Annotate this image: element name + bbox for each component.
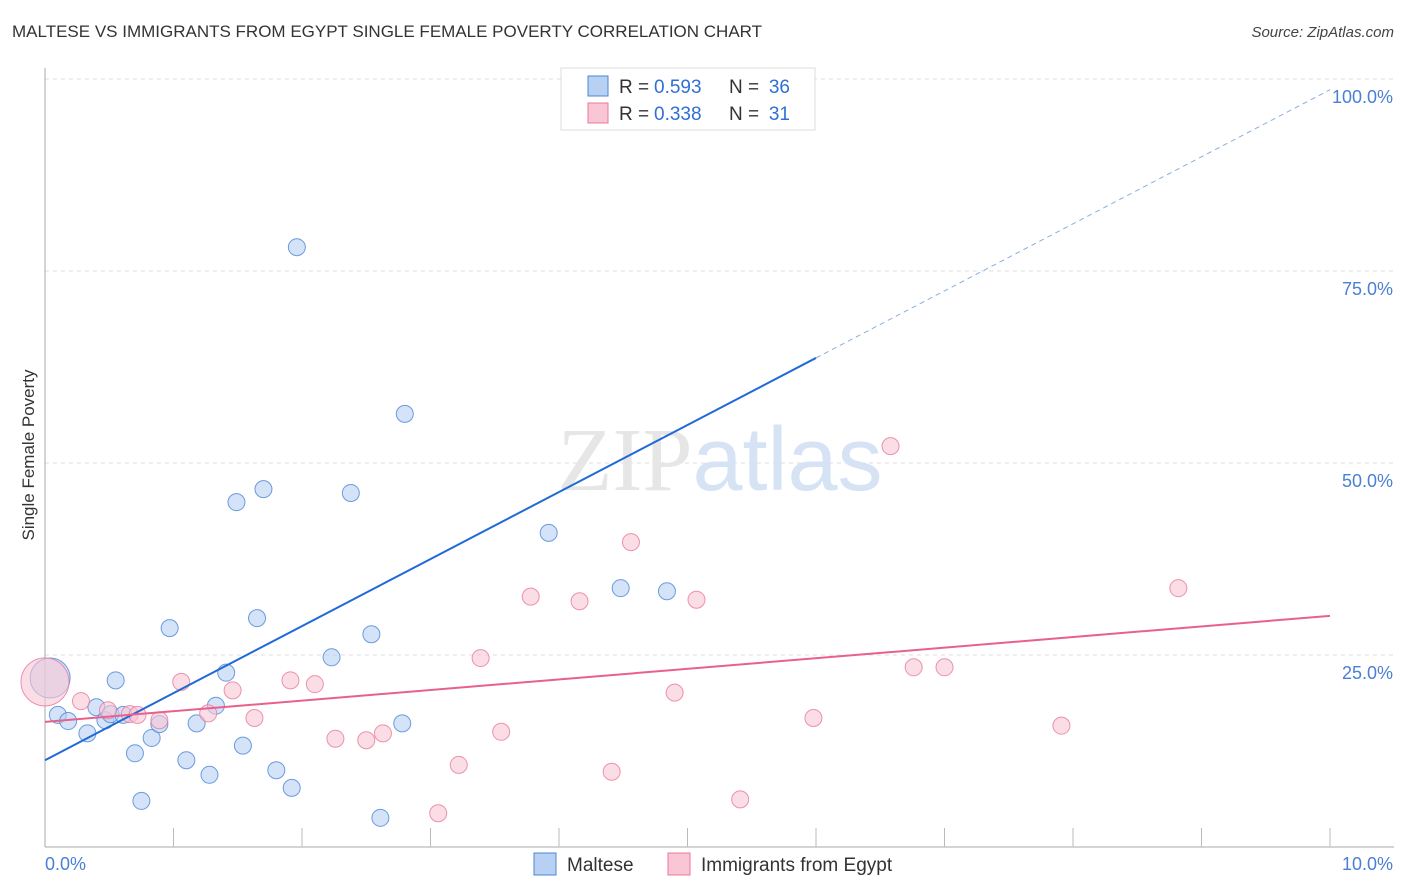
egypt-point (98, 701, 117, 720)
egypt-point (150, 711, 169, 730)
y-tick-label: 75.0% (1342, 279, 1393, 299)
maltese-point (282, 778, 301, 797)
egypt-point (881, 437, 900, 456)
egypt-point (602, 762, 621, 781)
egypt-point (570, 592, 589, 611)
maltese-point (287, 238, 306, 257)
legend-n-value: 31 (769, 104, 790, 125)
egypt-point (71, 692, 90, 711)
maltese-trend-extension (815, 89, 1331, 359)
watermark: ZIPatlas (557, 410, 882, 510)
y-tick-label: 100.0% (1332, 87, 1393, 107)
maltese-point (322, 648, 341, 667)
maltese-point (539, 523, 558, 542)
maltese-point (254, 480, 273, 499)
legend-n-label: N = (729, 104, 759, 125)
bottom-legend-swatch (667, 852, 691, 876)
egypt-point (492, 722, 511, 741)
legend-swatch (587, 75, 609, 97)
egypt-point (471, 649, 490, 668)
bottom-legend-label: Maltese (567, 855, 634, 876)
maltese-point (248, 609, 267, 628)
y-tick-label: 50.0% (1342, 471, 1393, 491)
egypt-point (904, 658, 923, 677)
legend-n-value: 36 (769, 77, 790, 98)
maltese-point (362, 625, 381, 644)
maltese-point (160, 619, 179, 638)
egypt-point (20, 657, 70, 707)
bottom-legend-label: Immigrants from Egypt (701, 855, 893, 876)
egypt-point (731, 790, 750, 809)
legend-swatch (587, 102, 609, 124)
maltese-point (393, 714, 412, 733)
egypt-point (305, 675, 324, 694)
maltese-point (106, 671, 125, 690)
maltese-point (371, 808, 390, 827)
egypt-point (521, 587, 540, 606)
maltese-point (227, 493, 246, 512)
y-axis-label: Single Female Poverty (19, 369, 38, 541)
maltese-point (233, 736, 252, 755)
maltese-point (341, 483, 360, 502)
egypt-point (223, 681, 242, 700)
maltese-point (657, 582, 676, 601)
maltese-point (78, 724, 97, 743)
maltese-point (125, 744, 144, 763)
egypt-point (172, 672, 191, 691)
egypt-point (429, 804, 448, 823)
egypt-point (935, 658, 954, 677)
legend-r-value: 0.593 (654, 77, 702, 98)
maltese-point (200, 765, 219, 784)
egypt-point (357, 731, 376, 750)
legend-r-label: R = (619, 77, 649, 98)
chart-source: Source: ZipAtlas.com (1251, 24, 1394, 41)
egypt-point (804, 708, 823, 727)
egypt-point (1169, 579, 1188, 598)
egypt-point (326, 729, 345, 748)
egypt-point (665, 683, 684, 702)
legend-r-value: 0.338 (654, 104, 702, 125)
maltese-point (187, 714, 206, 733)
maltese-point (132, 791, 151, 810)
egypt-point (1052, 716, 1071, 735)
egypt-point (281, 671, 300, 690)
y-tick-label: 25.0% (1342, 663, 1393, 683)
bottom-legend-swatch (533, 852, 557, 876)
maltese-point (395, 404, 414, 423)
maltese-point (267, 761, 286, 780)
egypt-point (621, 533, 640, 552)
egypt-point (449, 755, 468, 774)
x-tick-label: 0.0% (45, 854, 86, 874)
chart-title: MALTESE VS IMMIGRANTS FROM EGYPT SINGLE … (12, 22, 763, 41)
maltese-point (611, 579, 630, 598)
egypt-point (373, 724, 392, 743)
maltese-trend-line (44, 357, 817, 762)
legend-r-label: R = (619, 104, 649, 125)
egypt-point (245, 708, 264, 727)
maltese-point (142, 728, 161, 747)
x-tick-label: 10.0% (1342, 854, 1393, 874)
maltese-point (177, 751, 196, 770)
egypt-point (687, 590, 706, 609)
egypt-trend-line (44, 614, 1331, 723)
legend-n-label: N = (729, 77, 759, 98)
